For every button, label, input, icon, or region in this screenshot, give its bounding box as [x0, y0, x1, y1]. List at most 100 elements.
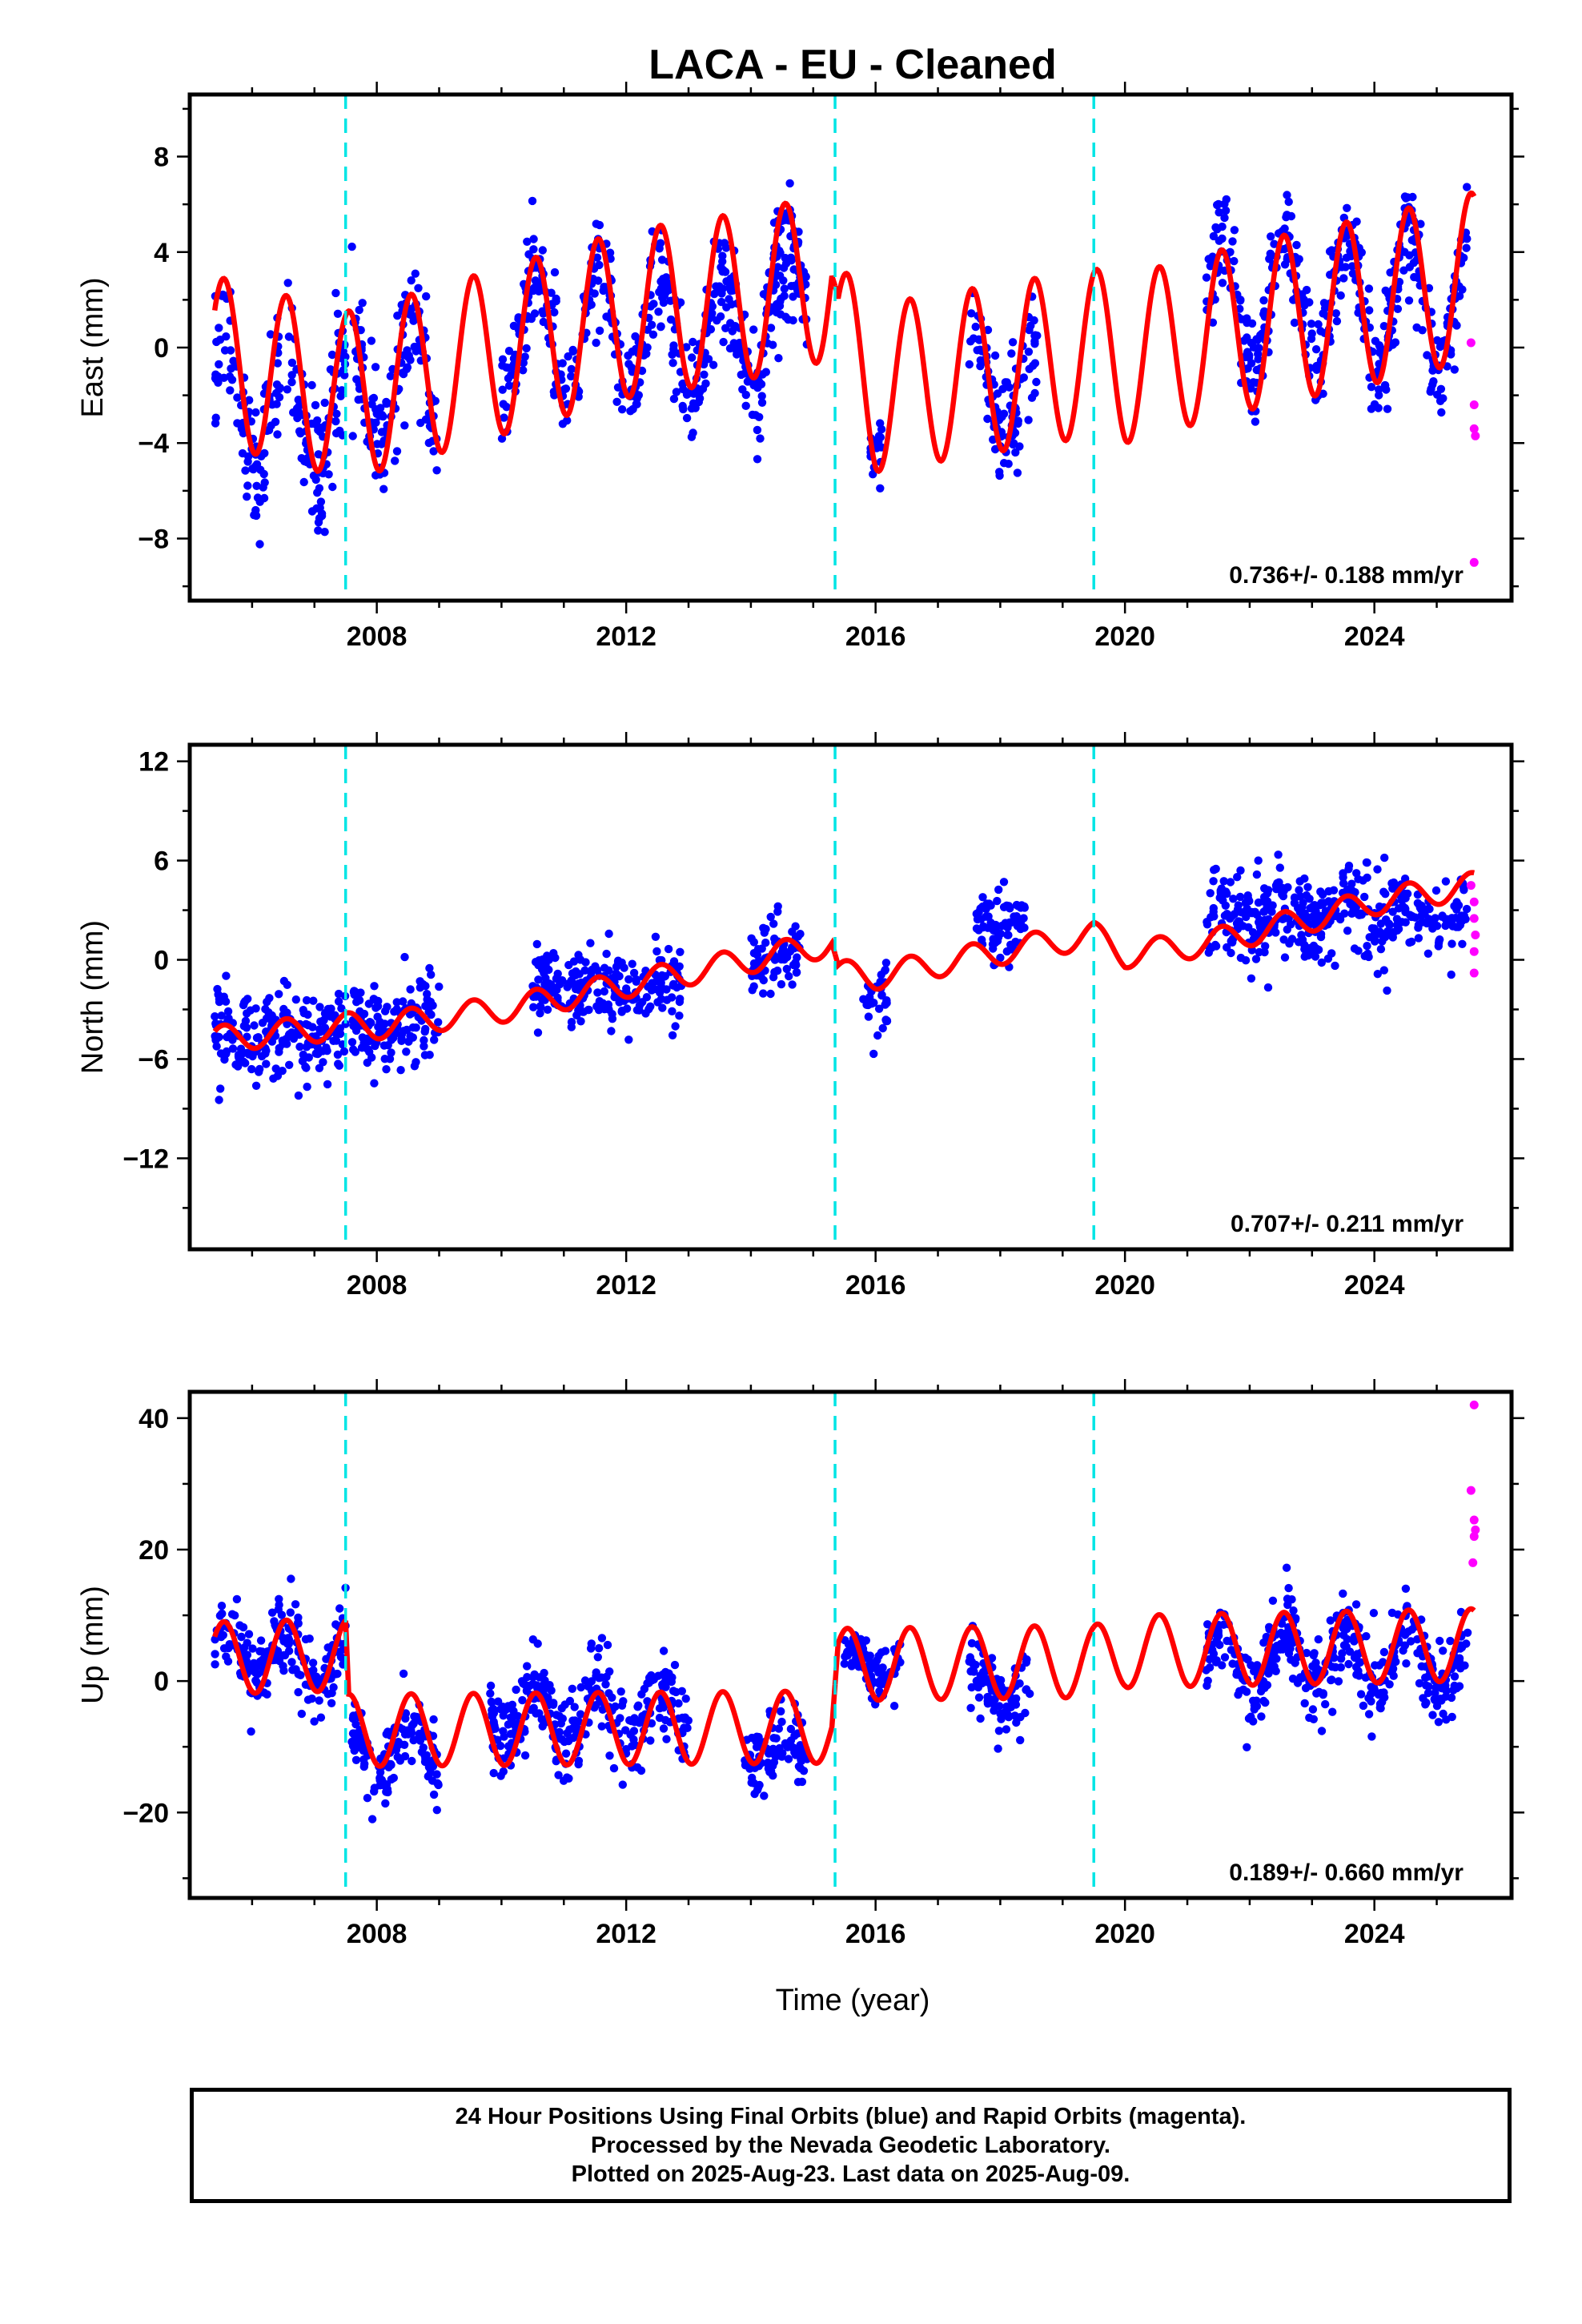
data-point [239, 1643, 249, 1652]
data-point [580, 1676, 590, 1685]
data-point [1232, 919, 1242, 928]
data-point [777, 948, 786, 957]
data-point [1310, 1671, 1319, 1680]
data-point [315, 1003, 324, 1011]
data-point [1260, 947, 1269, 957]
data-point [972, 924, 982, 933]
data-point [1381, 286, 1390, 296]
data-point [331, 1620, 340, 1629]
data-point [607, 1027, 616, 1035]
data-point [1321, 1699, 1330, 1709]
data-point [1439, 1683, 1449, 1692]
data-point [878, 1023, 887, 1033]
data-point [628, 959, 636, 968]
data-point [741, 401, 750, 410]
data-point [878, 1663, 887, 1672]
data-point [1220, 1653, 1230, 1662]
velocity-rate-label: 0.736+/- 0.188 mm/yr [1229, 562, 1464, 589]
data-point [523, 1662, 532, 1671]
data-point [351, 1755, 361, 1764]
data-point [539, 963, 548, 972]
data-point [1019, 373, 1029, 382]
data-point [1283, 925, 1292, 934]
data-point [1325, 247, 1335, 256]
data-point [881, 959, 891, 967]
data-point [211, 1650, 219, 1659]
data-point [1365, 306, 1374, 315]
data-point [1367, 1697, 1375, 1706]
data-point [769, 919, 778, 928]
data-point [753, 1732, 761, 1741]
data-point [672, 388, 681, 396]
model-curve-segment [832, 271, 1097, 474]
east-panel: 2008 2012 2016 2020 2024 −8 −4 0 4 8 East (mm) 0.73… [76, 82, 1524, 652]
data-point [555, 1711, 564, 1721]
data-point [1356, 1690, 1366, 1699]
data-point [1374, 404, 1383, 412]
data-point [1279, 935, 1288, 944]
data-point [1401, 1584, 1411, 1594]
data-point [279, 1637, 288, 1646]
data-point [679, 384, 688, 394]
data-point [1339, 869, 1347, 878]
data-point [382, 397, 391, 407]
data-point [275, 1594, 283, 1604]
data-point [777, 1717, 786, 1727]
data-point [656, 995, 666, 1003]
data-point [424, 1007, 433, 1016]
data-point [1220, 199, 1229, 208]
data-point [674, 1699, 683, 1708]
data-point [408, 1721, 416, 1730]
data-point [1340, 909, 1349, 918]
data-point [499, 1727, 508, 1735]
data-point [530, 309, 540, 318]
data-point [216, 1084, 225, 1093]
data-point [1266, 249, 1275, 258]
data-point [424, 438, 433, 448]
data-point [1347, 909, 1356, 919]
data-point [717, 297, 726, 307]
data-point [1383, 404, 1392, 413]
data-point [1367, 383, 1376, 392]
data-point [1208, 318, 1218, 327]
data-point [377, 440, 386, 448]
data-point [352, 375, 361, 384]
data-point [586, 939, 595, 947]
data-point [595, 326, 604, 336]
data-point [1336, 1663, 1346, 1672]
x-tick-label: 2016 [845, 1270, 906, 1301]
data-point [1355, 1671, 1363, 1680]
data-point [534, 287, 544, 296]
data-point [259, 483, 267, 492]
data-point [654, 308, 663, 316]
data-point [1386, 268, 1395, 277]
footer-box: 24 Hour Positions Using Final Orbits (bl… [190, 2088, 1512, 2203]
data-point [316, 1713, 326, 1722]
data-point [669, 359, 677, 368]
data-point [429, 447, 438, 456]
data-point [774, 354, 783, 363]
data-point [518, 1695, 527, 1705]
y-tick-label: 6 [154, 846, 169, 877]
data-point [600, 987, 608, 996]
data-point [331, 428, 341, 438]
data-point [1344, 1659, 1353, 1669]
data-point [259, 493, 269, 503]
data-point [435, 982, 444, 991]
data-point [1210, 866, 1219, 875]
data-point [387, 1048, 396, 1057]
data-point [784, 1755, 793, 1763]
data-point [370, 1787, 379, 1796]
data-point [396, 1756, 405, 1765]
data-point [283, 980, 291, 990]
data-point [652, 947, 661, 956]
data-point [1265, 1622, 1274, 1632]
data-point [1025, 364, 1034, 373]
data-point [1439, 394, 1447, 403]
data-point [513, 1711, 523, 1721]
data-point [719, 337, 728, 347]
data-point [1012, 912, 1022, 921]
data-point [1002, 1708, 1010, 1717]
data-point [1298, 1674, 1307, 1683]
data-point [773, 966, 782, 975]
